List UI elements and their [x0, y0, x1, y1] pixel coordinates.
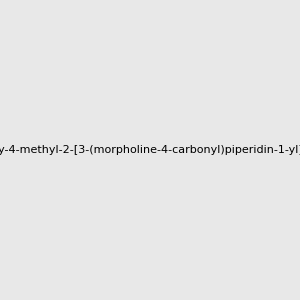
Text: 7-Methoxy-4-methyl-2-[3-(morpholine-4-carbonyl)piperidin-1-yl]quinoline: 7-Methoxy-4-methyl-2-[3-(morpholine-4-ca…: [0, 145, 300, 155]
